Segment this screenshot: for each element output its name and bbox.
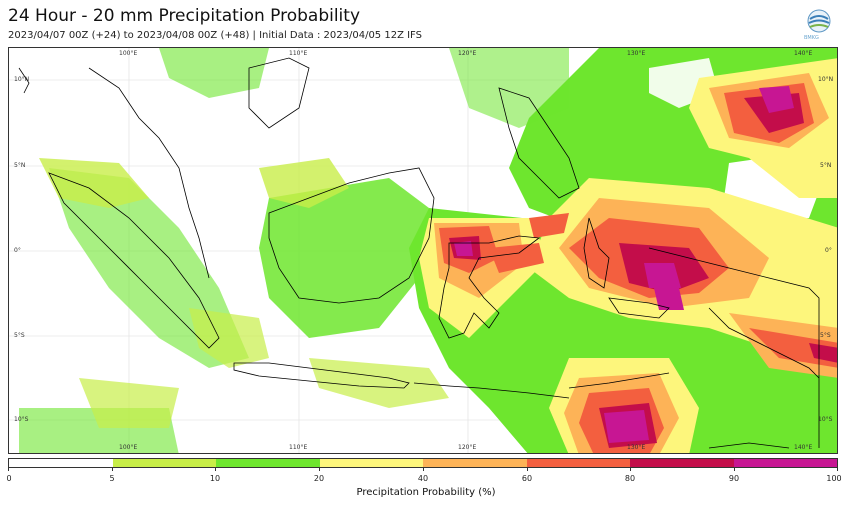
colorbar-segment <box>423 459 527 467</box>
probability-fields <box>19 48 837 453</box>
lat-label-10s-right: 10°S <box>818 416 833 423</box>
lon-label-140e-top: 140°E <box>794 50 813 57</box>
colorbar-tick-5: 5 <box>109 474 115 483</box>
lon-label-110e-bottom: 110°E <box>289 444 308 451</box>
colorbar <box>8 458 838 468</box>
colorbar-tick-0: 0 <box>6 474 12 483</box>
lon-label-130e-top: 130°E <box>627 50 646 57</box>
logo-text: BMKG <box>804 35 819 41</box>
lon-label-130e-bottom: 130°E <box>627 444 646 451</box>
colorbar-tick-20: 20 <box>313 474 325 483</box>
chart-title: 24 Hour - 20 mm Precipitation Probabilit… <box>8 6 361 26</box>
lat-label-10n-left: 10°N <box>14 76 30 83</box>
lat-label-10n-right: 10°N <box>818 76 834 83</box>
colorbar-tick-80: 80 <box>624 474 636 483</box>
lat-label-5n-right: 5°N <box>820 162 832 169</box>
colorbar-segment <box>733 459 837 467</box>
precipitation-map: 10°N 5°N 0° 5°S 10°S 10°N 5°N 0° 5°S 10°… <box>8 47 838 454</box>
colorbar-tick-10: 10 <box>209 474 221 483</box>
coastlines <box>18 57 820 449</box>
colorbar-segment <box>112 459 216 467</box>
colorbar-segment <box>319 459 423 467</box>
lat-label-5n-left: 5°N <box>14 162 26 169</box>
map-canvas <box>9 48 837 453</box>
lon-label-140e-bottom: 140°E <box>794 444 813 451</box>
colorbar-tick-60: 60 <box>521 474 533 483</box>
colorbar-tick-40: 40 <box>417 474 429 483</box>
lon-label-100e-bottom: 100°E <box>119 444 138 451</box>
lat-label-5s-right: 5°S <box>820 332 831 339</box>
colorbar-segment <box>9 459 113 467</box>
bmkg-logo-icon <box>807 9 831 33</box>
lon-label-110e-top: 110°E <box>289 50 308 57</box>
lon-label-120e-top: 120°E <box>458 50 477 57</box>
colorbar-label: Precipitation Probability (%) <box>356 487 496 498</box>
lon-label-100e-top: 100°E <box>119 50 138 57</box>
colorbar-segment <box>526 459 630 467</box>
lat-label-10s-left: 10°S <box>14 416 29 423</box>
colorbar-tick-100: 100 <box>826 474 842 483</box>
chart-subtitle: 2023/04/07 00Z (+24) to 2023/04/08 00Z (… <box>8 30 422 41</box>
lon-label-120e-bottom: 120°E <box>458 444 477 451</box>
colorbar-segment <box>630 459 734 467</box>
colorbar-segment <box>216 459 320 467</box>
colorbar-tick-90: 90 <box>728 474 740 483</box>
lat-label-0-right: 0° <box>825 247 832 254</box>
lat-label-5s-left: 5°S <box>14 332 25 339</box>
lat-label-0-left: 0° <box>14 247 21 254</box>
